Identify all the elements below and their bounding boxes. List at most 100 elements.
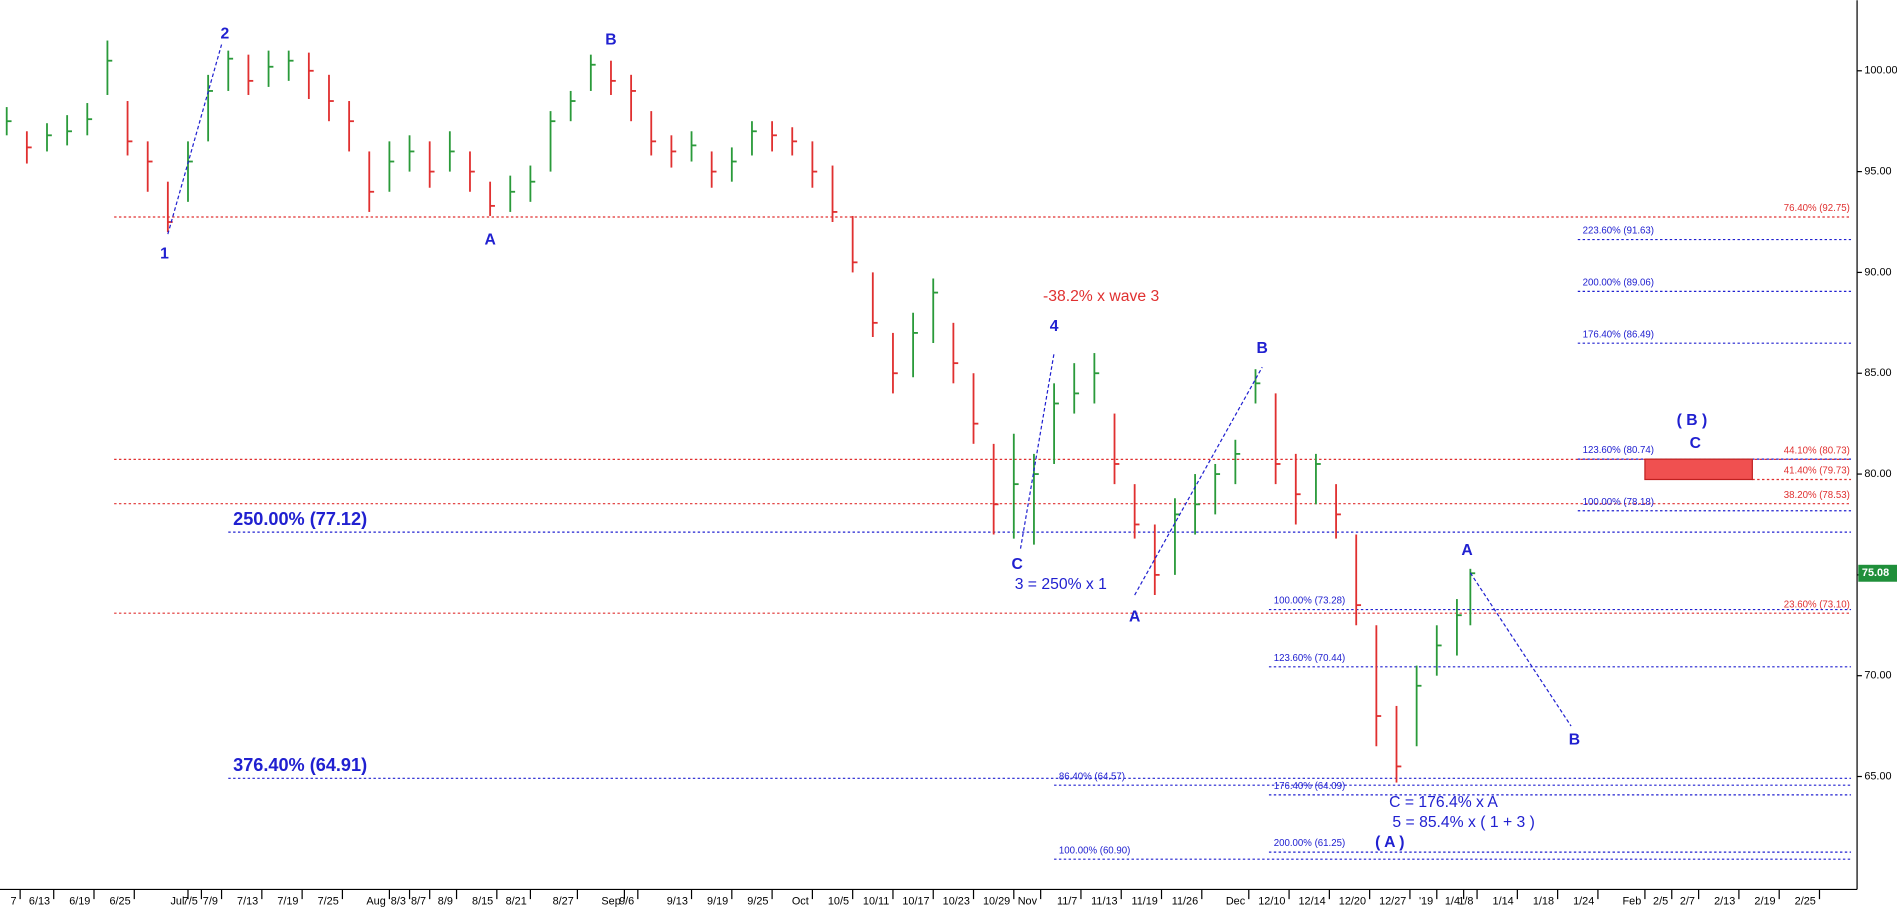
x-tick-label: 11/19: [1131, 895, 1157, 907]
x-tick-label: 1/4: [1445, 895, 1460, 907]
x-tick-label: 1/24: [1573, 895, 1594, 907]
y-tick-label: 100.00: [1864, 65, 1897, 77]
x-tick-label: Sep: [601, 895, 620, 907]
level-label: 200.00% (89.06): [1583, 277, 1654, 288]
y-tick-label: 90.00: [1864, 266, 1891, 278]
wave-label: A: [1461, 542, 1472, 559]
x-tick-label: 2/7: [1680, 895, 1695, 907]
level-label: 176.40% (64.09): [1274, 781, 1345, 792]
wave-label: 1: [160, 245, 169, 262]
y-tick-label: 65.00: [1864, 770, 1891, 782]
level-label: 44.10% (80.73): [1784, 445, 1850, 456]
x-tick-label: 12/20: [1339, 895, 1366, 907]
x-tick-label: 1/14: [1493, 895, 1514, 907]
x-tick-label: 6/25: [109, 895, 130, 907]
x-tick-label: 9/13: [667, 895, 688, 907]
x-tick-label: 9/25: [747, 895, 768, 907]
x-tick-label: 10/17: [902, 895, 929, 907]
x-tick-label: 11/26: [1172, 895, 1198, 907]
x-tick-label: 9/6: [619, 895, 634, 907]
x-tick-label: 1/8: [1458, 895, 1473, 907]
level-label: 250.00% (77.12): [233, 509, 367, 529]
x-tick-label: 6/19: [69, 895, 90, 907]
y-tick-label: 80.00: [1864, 468, 1891, 480]
wave-line: [1134, 366, 1263, 596]
x-tick-label: '19: [1419, 895, 1433, 907]
x-tick-label: 11/13: [1091, 895, 1117, 907]
target-zone: [1644, 458, 1753, 481]
level-label: 100.00% (78.18): [1583, 497, 1654, 508]
x-tick-label: 7/25: [318, 895, 339, 907]
y-tick-label: 95.00: [1864, 165, 1891, 177]
x-tick-label: 10/23: [943, 895, 970, 907]
x-tick-label: 7/9: [203, 895, 218, 907]
wave-label: B: [605, 32, 616, 49]
wave-label: B: [1569, 731, 1580, 748]
x-tick-label: 9/19: [707, 895, 728, 907]
x-tick-label: Aug: [366, 895, 385, 907]
x-tick-label: 2/25: [1795, 895, 1816, 907]
level-label: 38.20% (78.53): [1784, 490, 1850, 501]
level-label: 176.40% (86.49): [1583, 329, 1654, 340]
wave-label: -38.2% x wave 3: [1043, 288, 1159, 305]
x-tick-label: 7/5: [183, 895, 198, 907]
wave-label: 2: [221, 26, 230, 43]
level-label: 100.00% (60.90): [1059, 845, 1130, 856]
wave-label: A: [484, 231, 495, 248]
x-tick-label: 1/18: [1533, 895, 1554, 907]
x-tick-label: 12/10: [1258, 895, 1285, 907]
last-price-tag: [1858, 564, 1897, 582]
wave-label: B: [1257, 340, 1268, 357]
wave-label: C: [1690, 435, 1701, 452]
wave-label: A: [1129, 608, 1140, 625]
x-tick-label: 12/27: [1379, 895, 1406, 907]
level-label: 41.40% (79.73): [1784, 466, 1850, 477]
level-label: 123.60% (70.44): [1274, 653, 1345, 664]
x-tick-label: 8/21: [506, 895, 527, 907]
level-label: 86.40% (64.57): [1059, 771, 1125, 782]
x-tick-label: 10/5: [828, 895, 849, 907]
x-tick-label: 12/14: [1299, 895, 1326, 907]
wave-label: 5 = 85.4% x ( 1 + 3 ): [1392, 814, 1534, 831]
wave-label: C = 176.4% x A: [1389, 794, 1498, 811]
x-tick-label: 2/19: [1754, 895, 1775, 907]
x-tick-label: Dec: [1226, 895, 1246, 907]
level-label: 200.00% (61.25): [1274, 838, 1345, 849]
wave-label: 4: [1050, 318, 1059, 335]
x-tick-label: 8/27: [553, 895, 574, 907]
x-tick-label: 10/29: [983, 895, 1010, 907]
x-tick-label: Feb: [1623, 895, 1642, 907]
x-tick-label: 8/3: [391, 895, 406, 907]
x-tick-label: 7/19: [277, 895, 298, 907]
x-tick-label: Nov: [1018, 895, 1038, 907]
level-label: 23.60% (73.10): [1784, 599, 1850, 610]
y-tick-label: 70.00: [1864, 670, 1891, 682]
x-tick-label: 11/7: [1057, 895, 1077, 907]
wave-label: ( A ): [1375, 834, 1404, 851]
x-tick-label: 8/7: [411, 895, 426, 907]
x-tick-label: 2/13: [1714, 895, 1735, 907]
x-tick-label: 7/13: [237, 895, 258, 907]
level-label: 123.60% (80.74): [1583, 445, 1654, 456]
level-label: 76.40% (92.75): [1784, 203, 1850, 214]
x-tick-label: 6/13: [29, 895, 50, 907]
wave-line: [167, 44, 223, 235]
x-tick-label: Oct: [792, 895, 809, 907]
last-price-label: 75.08: [1862, 567, 1889, 579]
x-tick-label: 8/9: [438, 895, 453, 907]
wave-label: 3 = 250% x 1: [1015, 576, 1107, 593]
level-label: 376.40% (64.91): [233, 755, 367, 775]
level-label: 223.60% (91.63): [1583, 226, 1654, 237]
wave-label: ( B ): [1677, 412, 1708, 429]
wave-line: [1019, 352, 1055, 549]
wave-label: C: [1011, 556, 1022, 573]
x-tick-label: 2/5: [1653, 895, 1668, 907]
x-tick-label: 10/11: [863, 895, 889, 907]
level-label: 100.00% (73.28): [1274, 596, 1345, 607]
y-tick-label: 85.00: [1864, 367, 1891, 379]
wave-line: [1469, 572, 1572, 727]
x-tick-label: 7: [10, 895, 16, 907]
x-tick-label: Jul: [170, 895, 184, 907]
x-tick-label: 8/15: [472, 895, 493, 907]
